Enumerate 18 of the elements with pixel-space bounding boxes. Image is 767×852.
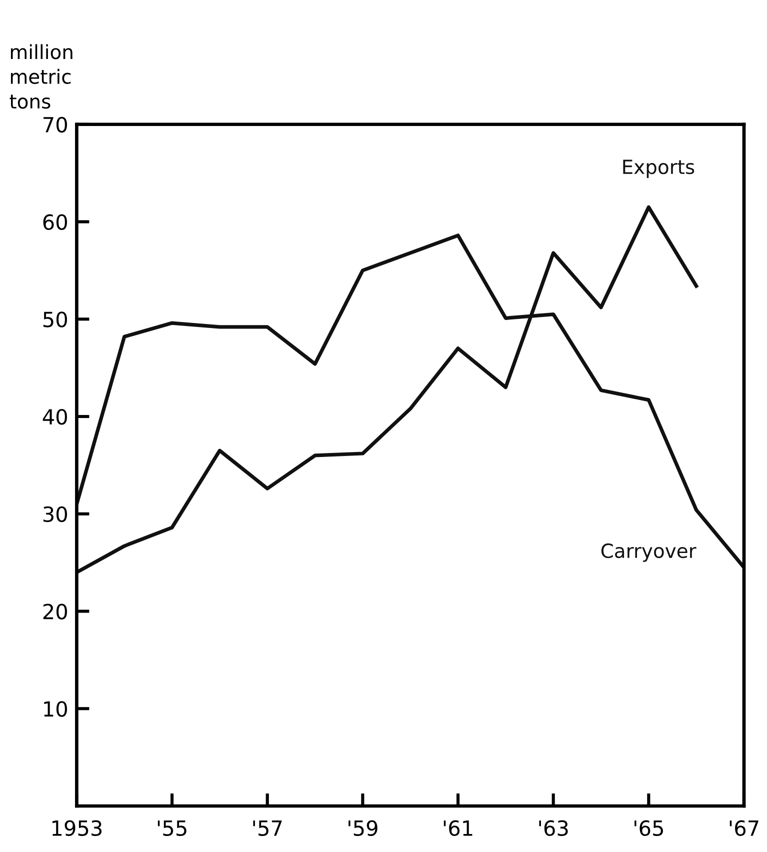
y-tick-label: 70	[44, 116, 67, 133]
x-tick-label: 1953	[52, 820, 102, 836]
x-tick-label: '55	[158, 820, 186, 836]
y-tick-label: 60	[43, 214, 67, 230]
series-label: Exports	[623, 160, 694, 178]
y-tick-label: 50	[43, 312, 67, 328]
x-tick-label: '57	[253, 820, 282, 836]
y-tick-label: 40	[42, 408, 67, 425]
series-label: Carryover	[601, 543, 696, 562]
x-tick-label: '61	[444, 820, 472, 836]
x-tick-label: '67	[730, 820, 758, 836]
x-tick-label: '59	[348, 820, 378, 836]
y-tick-label: 10	[44, 701, 67, 717]
y-tick-label: 30	[43, 506, 67, 522]
x-tick-label: '63	[539, 820, 568, 836]
y-tick-label: 20	[43, 604, 67, 620]
x-tick-label: '65	[634, 820, 663, 836]
y-axis-title: million metric tons	[10, 44, 72, 109]
